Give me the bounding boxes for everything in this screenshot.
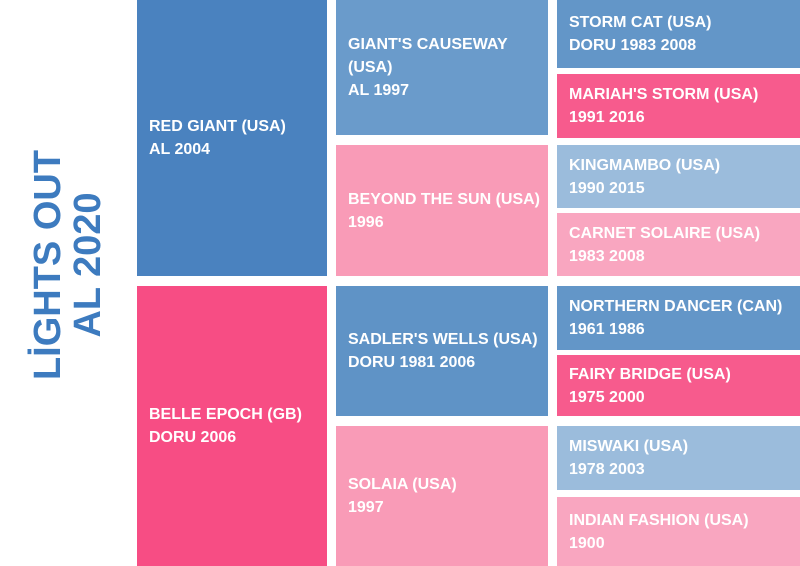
horse-box: STORM CAT (USA) DORU 1983 2008 [557, 0, 800, 68]
horse-box: MISWAKI (USA) 1978 2003 [557, 426, 800, 490]
horse-detail: 1978 2003 [569, 461, 645, 478]
horse-box: CARNET SOLAIRE (USA) 1983 2008 [557, 213, 800, 276]
horse-box: MARIAH'S STORM (USA) 1991 2016 [557, 74, 800, 138]
horse-detail: DORU 1981 2006 [348, 354, 476, 371]
horse-detail: 1991 2016 [569, 109, 645, 126]
horse-box: BEYOND THE SUN (USA) 1996 [336, 145, 548, 276]
horse-detail: 1996 [348, 213, 384, 231]
horse-box: INDIAN FASHION (USA) 1900 [557, 497, 800, 566]
horse-box: RED GIANT (USA) AL 2004 [137, 0, 327, 276]
horse-name: SOLAIA (USA) [348, 476, 457, 493]
horse-name: NORTHERN DANCER (CAN) [569, 298, 783, 315]
horse-box: SOLAIA (USA) 1997 [336, 426, 548, 566]
horse-box: SADLER'S WELLS (USA) DORU 1981 2006 [336, 286, 548, 416]
horse-box: BELLE EPOCH (GB) DORU 2006 [137, 286, 327, 566]
horse-detail: AL 1997 [348, 82, 410, 99]
horse-detail: 1975 2000 [569, 388, 645, 406]
horse-name: STORM CAT (USA) [569, 14, 712, 31]
horse-detail: AL 2004 [149, 141, 211, 158]
horse-name: MISWAKI (USA) [569, 438, 689, 455]
horse-box: GIANT'S CAUSEWAY (USA) AL 1997 [336, 0, 548, 135]
horse-name: MARIAH'S STORM (USA) [569, 86, 759, 103]
horse-box: FAIRY BRIDGE (USA) 1975 2000 [557, 355, 800, 416]
horse-name: KINGMAMBO (USA) [569, 156, 721, 174]
horse-name: BELLE EPOCH (GB) [149, 406, 302, 423]
horse-name: BEYOND THE SUN (USA) [348, 190, 541, 208]
horse-name: FAIRY BRIDGE (USA) [569, 365, 731, 383]
horse-name: SADLER'S WELLS (USA) [348, 331, 538, 348]
horse-title: LİGHTS OUT AL 2020 [27, 149, 109, 381]
horse-detail: DORU 1983 2008 [569, 37, 697, 54]
horse-box: KINGMAMBO (USA) 1990 2015 [557, 145, 800, 208]
horse-detail: 1983 2008 [569, 247, 645, 265]
horse-box: NORTHERN DANCER (CAN) 1961 1986 [557, 286, 800, 350]
horse-name: INDIAN FASHION (USA) [569, 511, 749, 529]
horse-name: CARNET SOLAIRE (USA) [569, 224, 761, 242]
horse-detail: DORU 2006 [149, 429, 237, 446]
horse-detail: 1990 2015 [569, 179, 645, 197]
horse-name: GIANT'S CAUSEWAY (USA) [348, 36, 508, 76]
horse-detail: 1900 [569, 534, 605, 552]
horse-name: RED GIANT (USA) [149, 118, 286, 135]
horse-detail: 1997 [348, 499, 384, 516]
horse-detail: 1961 1986 [569, 321, 645, 338]
title-line: AL 2020 [67, 192, 109, 338]
title-line: LİGHTS OUT [27, 149, 69, 381]
